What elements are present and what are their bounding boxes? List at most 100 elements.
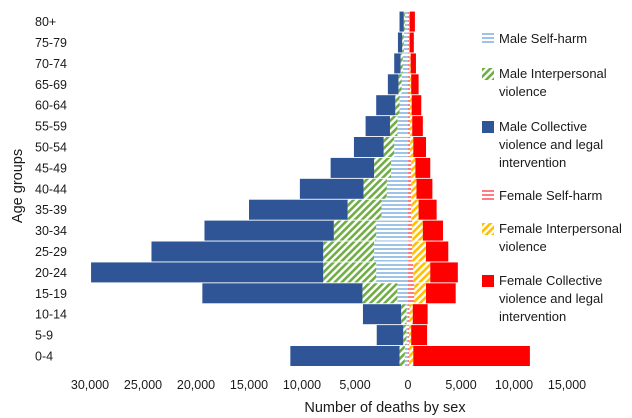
bar-female-collective-violence-and-legal-intervention-70-74 bbox=[410, 53, 416, 74]
x-axis-title: Number of deaths by sex bbox=[304, 400, 466, 416]
bar-female-collective-violence-and-legal-intervention-20-24 bbox=[430, 262, 458, 283]
bar-male-interpersonal-violence-45-49 bbox=[374, 157, 392, 178]
bar-female-collective-violence-and-legal-intervention-60-64 bbox=[411, 95, 422, 116]
bar-male-interpersonal-violence-55-59 bbox=[389, 116, 398, 137]
bar-female-collective-violence-and-legal-intervention-40-44 bbox=[416, 178, 433, 199]
legend-item-female-self-harm: Female Self-harm bbox=[482, 187, 632, 205]
y-tick-label-0-4: 0-4 bbox=[35, 350, 53, 364]
bar-male-collective-violence-and-legal-intervention-20-24 bbox=[91, 262, 324, 283]
bar-male-interpersonal-violence-30-34 bbox=[333, 220, 377, 241]
bar-male-self-harm-35-39 bbox=[381, 199, 408, 220]
y-tick-label-10-14: 10-14 bbox=[35, 308, 67, 322]
bar-female-collective-violence-and-legal-intervention-30-34 bbox=[422, 220, 443, 241]
bar-male-self-harm-60-64 bbox=[399, 95, 408, 116]
bar-female-self-harm-75-79 bbox=[408, 32, 410, 53]
y-tick-label-75-79: 75-79 bbox=[35, 36, 67, 50]
bar-female-interpersonal-violence-25-29 bbox=[412, 241, 427, 262]
bar-female-interpersonal-violence-80+ bbox=[409, 11, 410, 32]
bar-male-interpersonal-violence-50-54 bbox=[383, 137, 395, 157]
y-tick-label-80+: 80+ bbox=[35, 15, 56, 29]
y-tick-label-60-64: 60-64 bbox=[35, 99, 67, 113]
bar-female-interpersonal-violence-75-79 bbox=[409, 32, 410, 53]
bar-male-interpersonal-violence-80+ bbox=[403, 11, 405, 32]
bar-female-interpersonal-violence-30-34 bbox=[412, 220, 423, 241]
legend-swatch-male-self-harm bbox=[482, 33, 494, 45]
bar-female-interpersonal-violence-65-69 bbox=[410, 74, 412, 95]
bar-male-interpersonal-violence-20-24 bbox=[323, 262, 377, 283]
bar-female-collective-violence-and-legal-intervention-50-54 bbox=[413, 137, 427, 157]
legend-swatch-female-interpersonal bbox=[482, 223, 494, 235]
bar-female-self-harm-45-49 bbox=[408, 157, 412, 178]
bar-male-collective-violence-and-legal-intervention-30-34 bbox=[204, 220, 334, 241]
bar-female-interpersonal-violence-10-14 bbox=[409, 304, 413, 325]
bar-female-interpersonal-violence-70-74 bbox=[409, 53, 411, 74]
x-tick-label: 0 bbox=[405, 378, 412, 392]
bar-male-self-harm-80+ bbox=[404, 11, 408, 32]
bar-female-collective-violence-and-legal-intervention-35-39 bbox=[418, 199, 437, 220]
bar-male-self-harm-20-24 bbox=[376, 262, 408, 283]
bar-female-interpersonal-violence-40-44 bbox=[411, 178, 417, 199]
bar-female-self-harm-15-19 bbox=[408, 283, 415, 304]
y-tick-label-15-19: 15-19 bbox=[35, 287, 67, 301]
bar-female-self-harm-20-24 bbox=[408, 262, 414, 283]
bar-male-interpersonal-violence-15-19 bbox=[362, 283, 398, 304]
x-tick-label: 30,000 bbox=[71, 378, 109, 392]
legend-swatch-female-self-harm bbox=[482, 190, 494, 202]
bar-female-interpersonal-violence-0-4 bbox=[409, 346, 414, 366]
x-tick-label: 25,000 bbox=[124, 378, 162, 392]
bar-female-self-harm-30-34 bbox=[408, 220, 413, 241]
bar-male-collective-violence-and-legal-intervention-25-29 bbox=[151, 241, 324, 262]
bar-male-collective-violence-and-legal-intervention-5-9 bbox=[376, 325, 404, 346]
bar-male-interpersonal-violence-40-44 bbox=[363, 178, 387, 199]
bar-male-interpersonal-violence-65-69 bbox=[398, 74, 402, 95]
bar-female-collective-violence-and-legal-intervention-75-79 bbox=[409, 32, 414, 53]
bar-female-collective-violence-and-legal-intervention-65-69 bbox=[411, 74, 419, 95]
bar-male-collective-violence-and-legal-intervention-80+ bbox=[399, 11, 404, 32]
legend-label: Male Collective violence and legal inter… bbox=[499, 119, 604, 170]
bar-female-interpersonal-violence-35-39 bbox=[411, 199, 419, 220]
legend-label: Male Interpersonal violence bbox=[499, 66, 607, 99]
y-tick-label-5-9: 5-9 bbox=[35, 329, 53, 343]
legend-label: Male Self-harm bbox=[499, 31, 588, 46]
bar-female-interpersonal-violence-60-64 bbox=[410, 95, 412, 116]
bar-female-self-harm-35-39 bbox=[408, 199, 412, 220]
bar-female-collective-violence-and-legal-intervention-45-49 bbox=[415, 157, 431, 178]
bar-female-self-harm-50-54 bbox=[408, 137, 411, 157]
bar-male-self-harm-40-44 bbox=[386, 178, 408, 199]
bar-male-self-harm-50-54 bbox=[394, 137, 408, 157]
bar-male-interpersonal-violence-75-79 bbox=[402, 32, 404, 53]
legend-item-male-collective-violence: Male Collective violence and legal inter… bbox=[482, 118, 632, 172]
bar-male-collective-violence-and-legal-intervention-10-14 bbox=[362, 304, 402, 325]
bar-male-interpersonal-violence-0-4 bbox=[399, 346, 405, 366]
bar-male-interpersonal-violence-10-14 bbox=[401, 304, 407, 325]
legend-label: Female Collective violence and legal int… bbox=[499, 273, 604, 324]
bar-female-self-harm-0-4 bbox=[408, 346, 410, 366]
bar-female-collective-violence-and-legal-intervention-10-14 bbox=[412, 304, 428, 325]
bar-male-collective-violence-and-legal-intervention-0-4 bbox=[290, 346, 400, 366]
y-tick-labels: 0-4 5-9 10-14 15-19 20-24 25-29 30-34 35-39 40-4… bbox=[35, 15, 67, 363]
y-tick-label-25-29: 25-29 bbox=[35, 245, 67, 259]
bar-male-collective-violence-and-legal-intervention-60-64 bbox=[376, 95, 396, 116]
legend-swatch-male-interpersonal bbox=[482, 68, 494, 80]
bar-female-self-harm-80+ bbox=[408, 11, 410, 32]
y-axis-title: Age groups bbox=[10, 149, 26, 223]
x-tick-label: 15,000 bbox=[548, 378, 586, 392]
x-tick-label: 10,000 bbox=[283, 378, 321, 392]
bar-female-interpersonal-violence-20-24 bbox=[413, 262, 431, 283]
bar-female-self-harm-25-29 bbox=[408, 241, 413, 262]
bar-female-self-harm-10-14 bbox=[408, 304, 410, 325]
x-tick-label: 5,000 bbox=[445, 378, 476, 392]
x-tick-label: 15,000 bbox=[230, 378, 268, 392]
bar-female-collective-violence-and-legal-intervention-15-19 bbox=[426, 283, 456, 304]
legend-item-male-self-harm: Male Self-harm bbox=[482, 30, 587, 48]
y-tick-label-50-54: 50-54 bbox=[35, 141, 67, 155]
x-tick-labels: 30,000 25,000 20,000 15,000 10,000 5,000 0 5,00… bbox=[71, 378, 586, 392]
bars-layer bbox=[91, 11, 530, 366]
bar-male-collective-violence-and-legal-intervention-75-79 bbox=[397, 32, 403, 53]
bar-female-collective-violence-and-legal-intervention-55-59 bbox=[412, 116, 423, 137]
legend-item-female-collective-violence: Female Collective violence and legal int… bbox=[482, 272, 632, 326]
bar-female-self-harm-5-9 bbox=[408, 325, 410, 346]
y-tick-label-40-44: 40-44 bbox=[35, 182, 67, 196]
bar-male-self-harm-65-69 bbox=[401, 74, 408, 95]
bar-male-self-harm-10-14 bbox=[406, 304, 408, 325]
